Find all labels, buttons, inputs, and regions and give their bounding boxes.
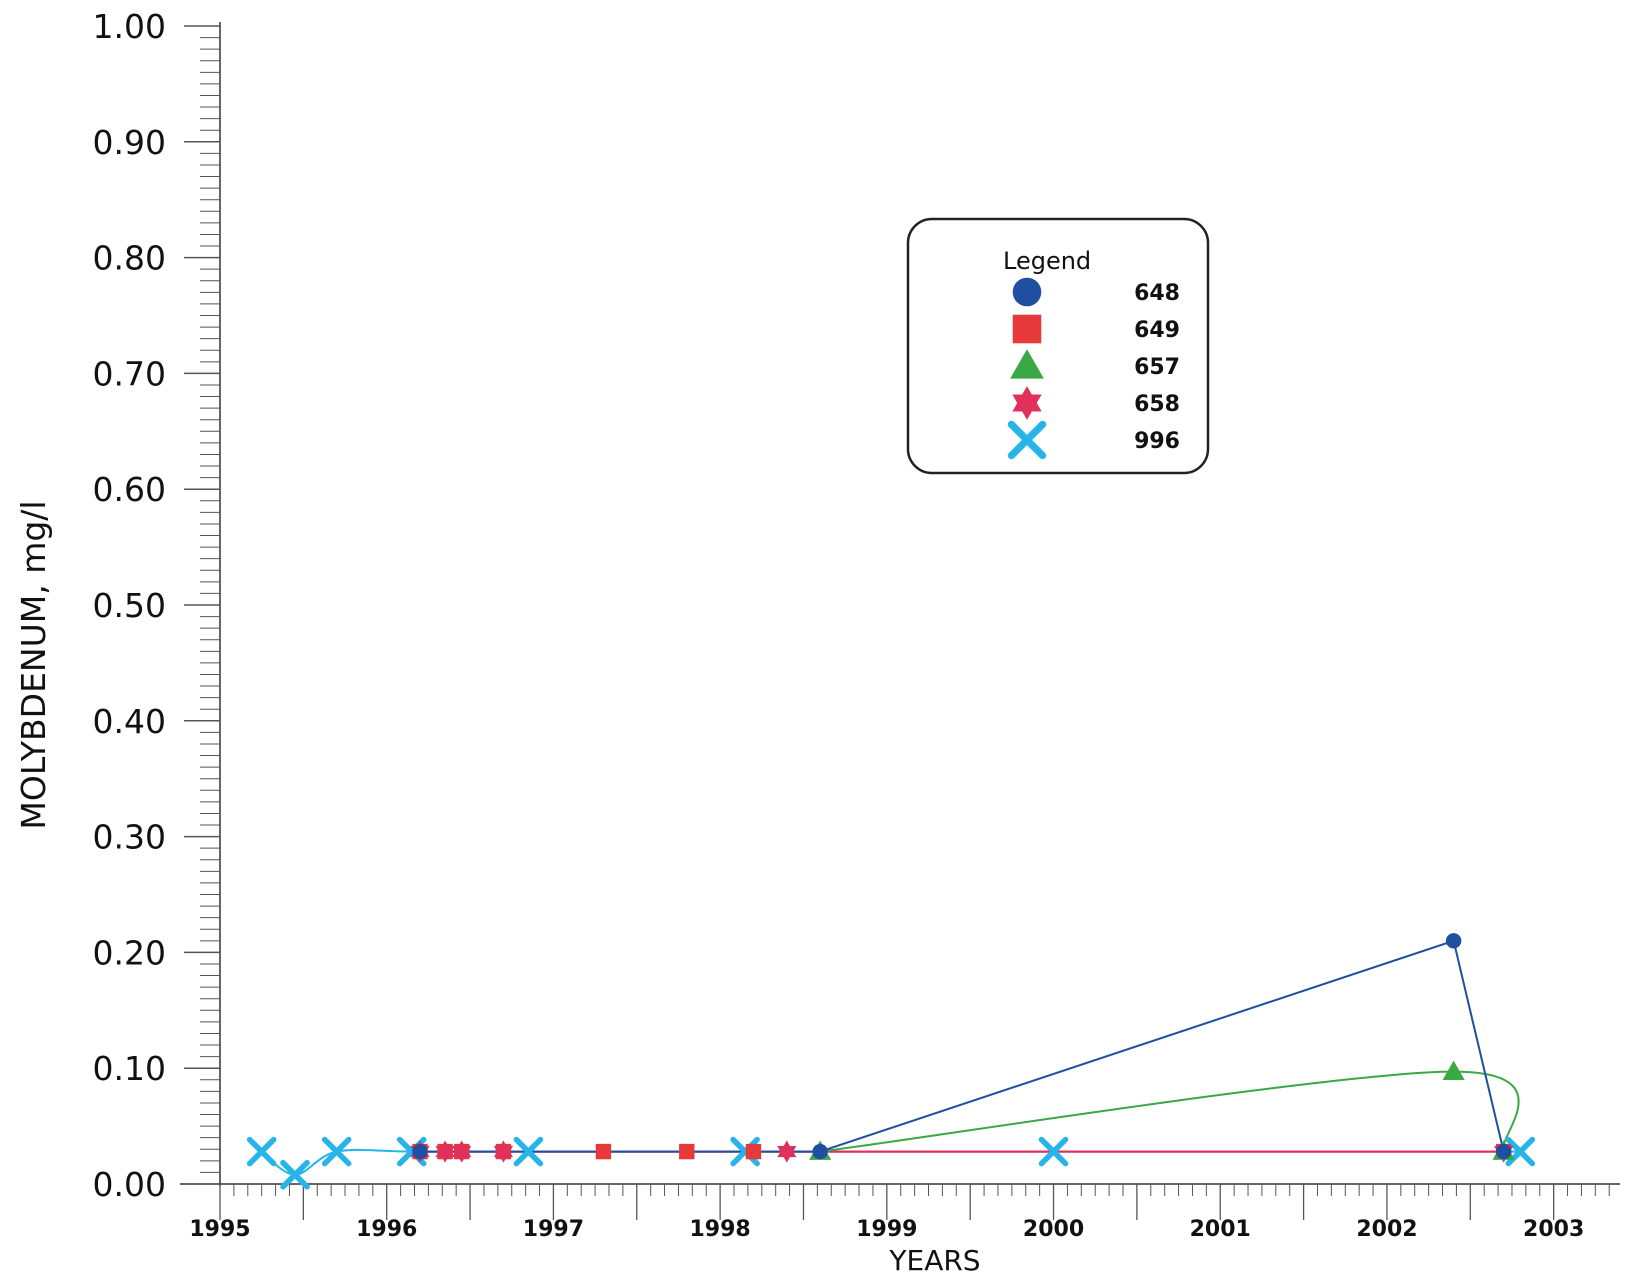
point-657	[1442, 1060, 1465, 1080]
point-996	[513, 1136, 544, 1167]
point-996	[246, 1136, 277, 1167]
point-996-stroke-b	[1038, 1136, 1069, 1167]
y-tick-label: 0.60	[93, 470, 166, 509]
series-markers	[246, 933, 1536, 1190]
point-996-stroke-b	[321, 1136, 352, 1167]
point-649	[595, 1143, 612, 1160]
y-tick-label: 0.70	[93, 354, 166, 393]
legend-marker-658-tri-down	[1012, 394, 1042, 420]
x-tick-label: 1998	[690, 1217, 751, 1242]
x-tick-label: 2003	[1523, 1217, 1584, 1242]
x-tick-label: 1996	[356, 1217, 417, 1242]
series-line-648	[420, 939, 1505, 1153]
legend: Legend 648 649 657 658 996	[906, 217, 1210, 475]
y-tick-label: 0.10	[93, 1049, 166, 1088]
legend-label-996: 996	[1134, 429, 1180, 454]
x-tick-label: 2002	[1356, 1217, 1417, 1242]
point-996	[730, 1136, 760, 1167]
y-tick-label: 0.80	[93, 239, 166, 278]
x-tick-label: 1999	[856, 1217, 917, 1242]
legend-title: Legend	[1003, 247, 1091, 275]
point-996-stroke-b	[280, 1159, 310, 1190]
y-tick-label: 0.50	[93, 586, 166, 625]
legend-box	[906, 217, 1210, 475]
y-tick-label: 0.20	[93, 933, 166, 972]
legend-marker-658	[1012, 386, 1042, 420]
legend-marker-996	[1007, 420, 1047, 460]
x-tick-label: 2001	[1190, 1217, 1251, 1242]
legend-marker-996-stroke-b	[1007, 420, 1047, 460]
legend-label-649: 649	[1134, 318, 1180, 343]
y-tick-label: 0.30	[93, 818, 166, 857]
legend-marker-648	[1012, 277, 1042, 307]
x-tick-label: 1997	[523, 1217, 584, 1242]
x-tick-label: 2000	[1023, 1217, 1084, 1242]
point-649	[745, 1143, 762, 1160]
x-tick-label: 1995	[189, 1217, 250, 1242]
point-658	[435, 1140, 455, 1163]
point-648	[1495, 1143, 1512, 1160]
legend-label-658: 658	[1134, 392, 1180, 417]
point-996	[280, 1159, 310, 1190]
point-649	[679, 1143, 695, 1160]
point-648	[412, 1143, 428, 1160]
point-996	[1038, 1136, 1069, 1167]
point-658-tri-down	[452, 1146, 472, 1163]
point-658	[493, 1140, 513, 1163]
point-996-stroke-b	[246, 1136, 277, 1167]
legend-label-648: 648	[1134, 281, 1180, 306]
point-658-tri-down	[777, 1146, 797, 1163]
y-tick-label: 1.00	[93, 7, 166, 46]
y-axis-title: MOLYBDENUM, mg/l	[14, 500, 53, 829]
point-996	[321, 1136, 352, 1167]
point-658-tri-down	[435, 1146, 455, 1163]
point-658	[452, 1140, 472, 1163]
y-tick-label: 0.90	[93, 123, 166, 162]
legend-marker-657	[1010, 349, 1044, 379]
y-tick-label: 0.40	[93, 702, 166, 741]
point-996-stroke-b	[513, 1136, 544, 1167]
series-line-657	[820, 1070, 1520, 1153]
legend-entries: 648 649 657 658 996	[1007, 277, 1180, 460]
point-996-stroke-b	[730, 1136, 760, 1167]
legend-marker-649	[1012, 314, 1042, 344]
point-658-tri-down	[493, 1146, 513, 1163]
y-tick-label: 0.00	[93, 1165, 166, 1204]
point-648	[1445, 933, 1462, 949]
point-658	[777, 1140, 797, 1163]
axes: 0.00 0.10 0.20 0.30 0.40 0.50 0.60 0.70 0.80 0.90…	[93, 7, 1620, 1242]
point-648	[812, 1143, 828, 1160]
legend-label-657: 657	[1134, 355, 1180, 380]
x-axis-title: YEARS	[888, 1244, 980, 1276]
series-lines	[261, 939, 1521, 1176]
